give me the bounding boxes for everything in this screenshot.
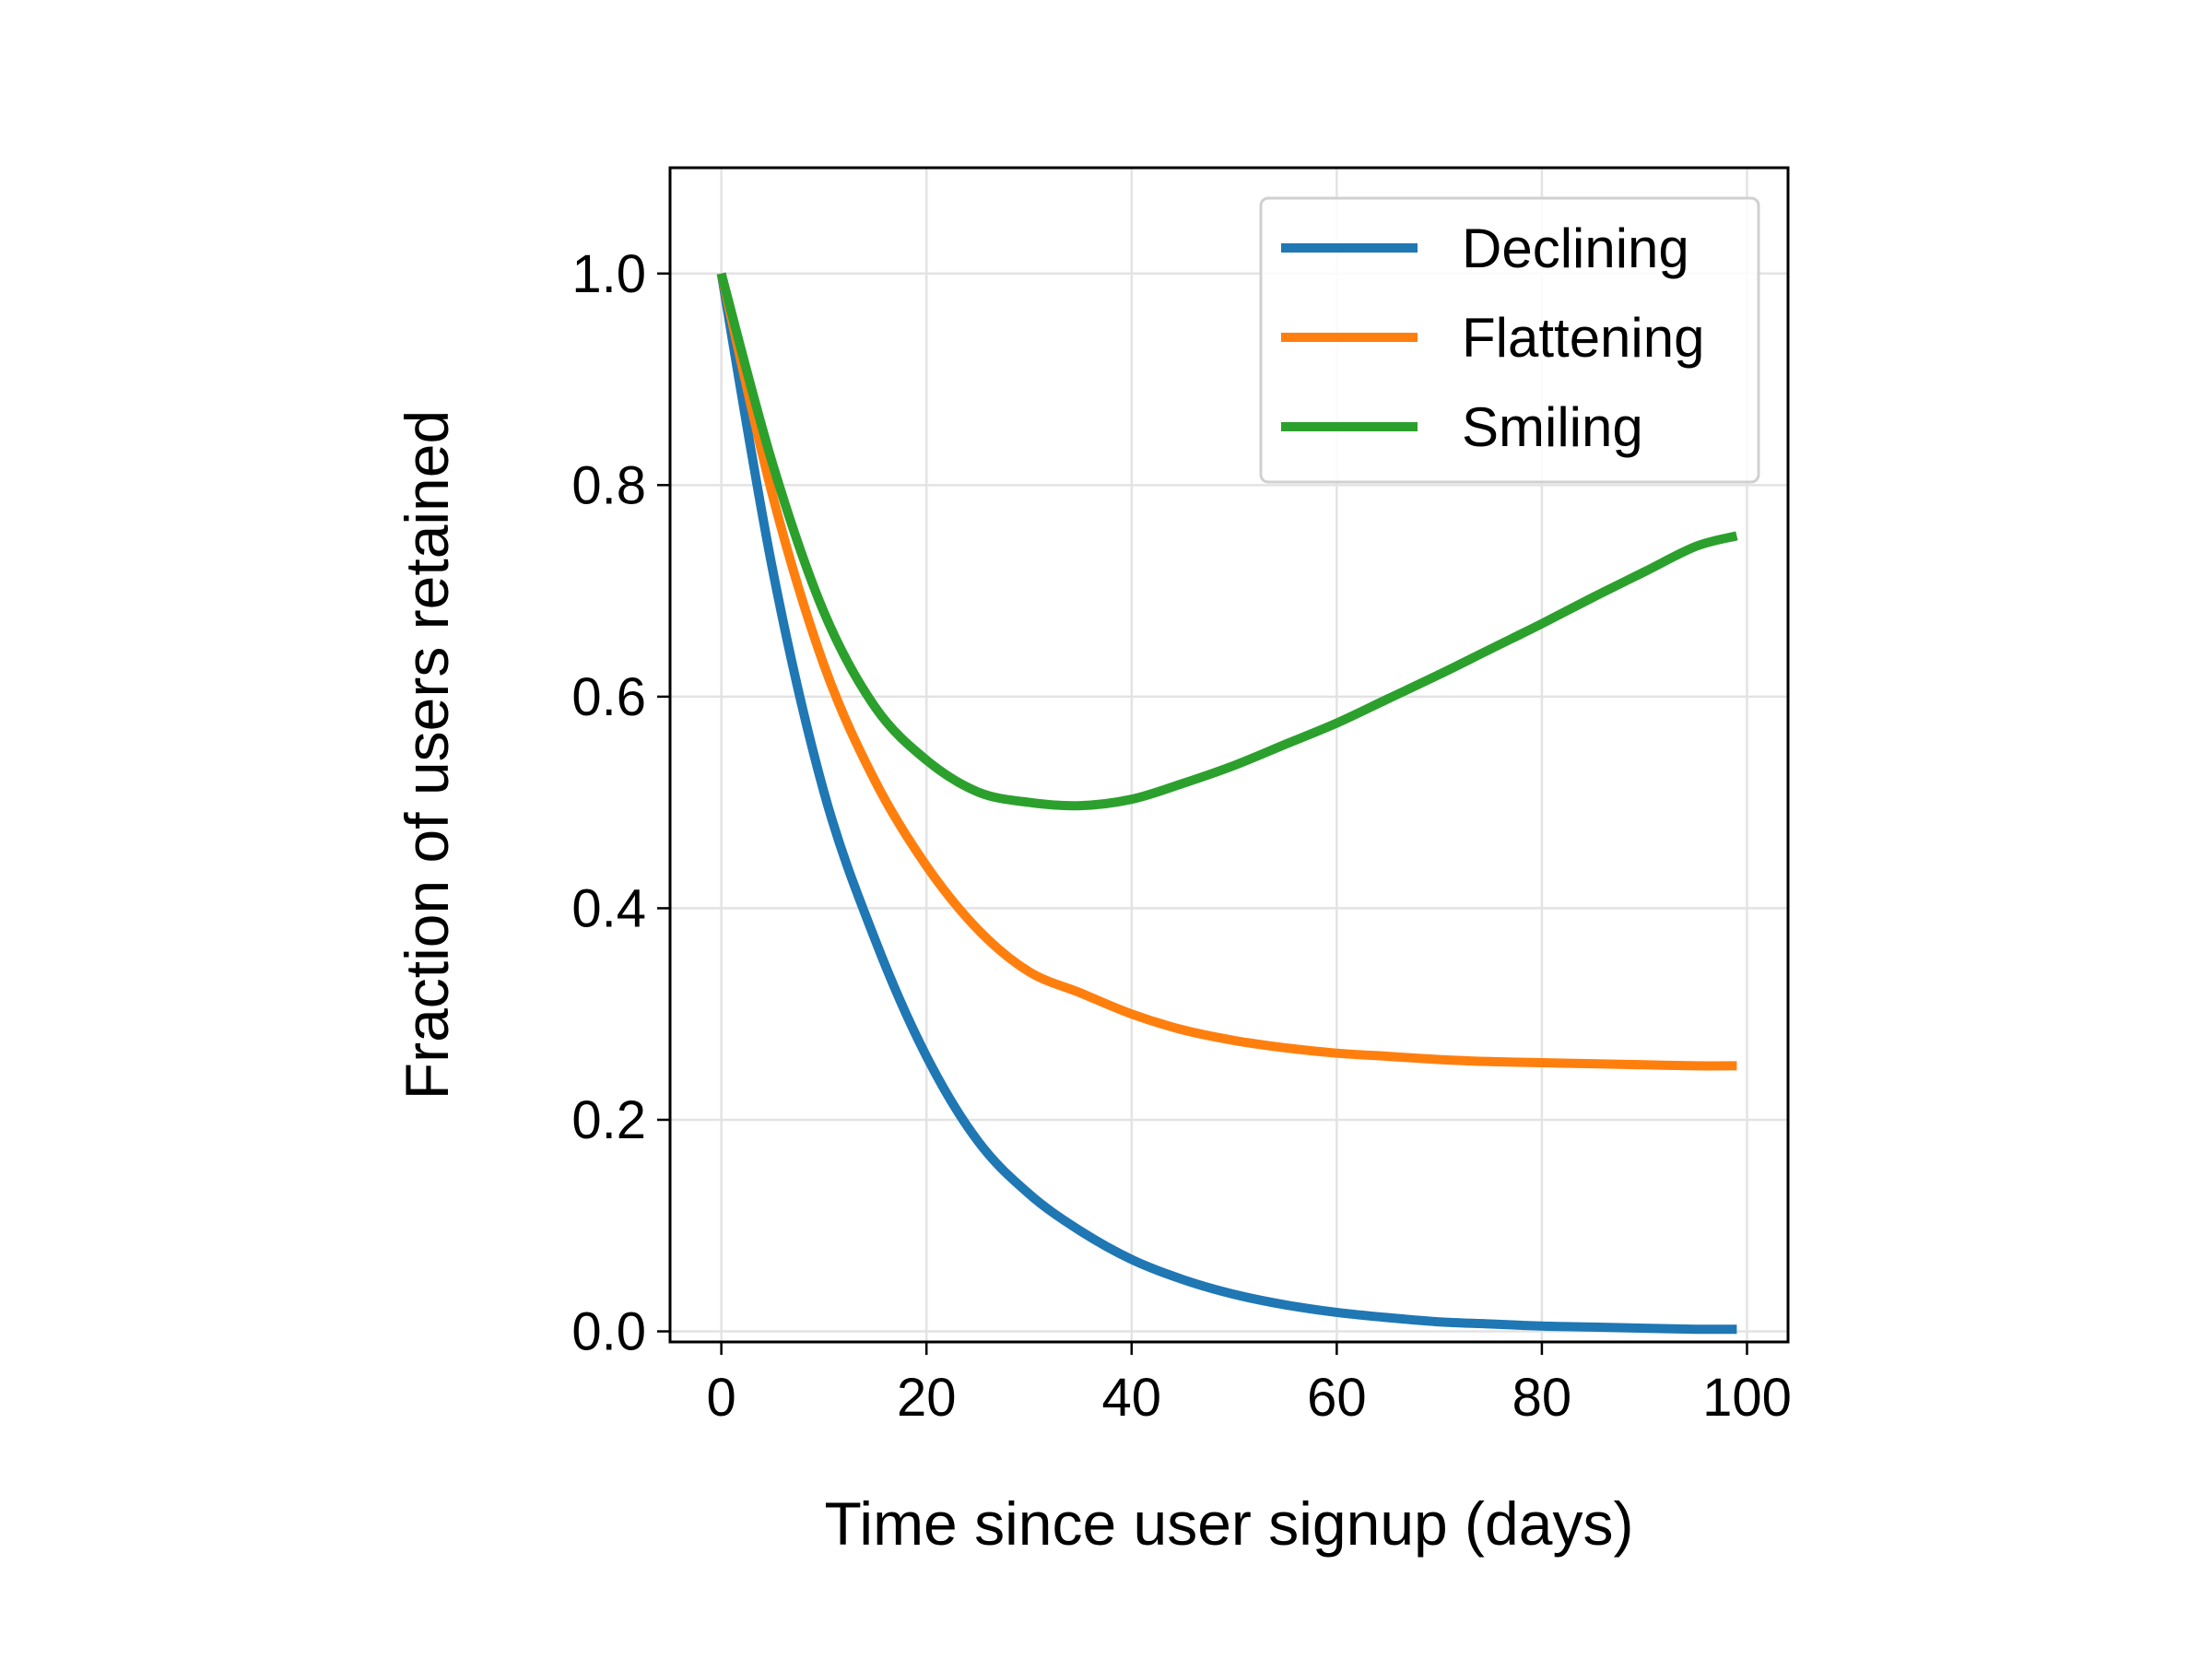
series-line-declining: [716, 272, 1737, 1335]
x-tick-label: 100: [1702, 1368, 1792, 1428]
series-lines: [716, 272, 1738, 1335]
y-tick-label: 0.4: [571, 878, 646, 938]
y-tick-label: 0.6: [571, 667, 646, 727]
x-axis-title: Time since user signup (days): [825, 1489, 1634, 1558]
legend-label-smiling: Smiling: [1462, 396, 1643, 458]
legend-label-flattening: Flattening: [1462, 307, 1705, 369]
series-line-flattening: [716, 272, 1737, 1071]
series-line-smiling: [716, 272, 1738, 811]
y-tick-label: 1.0: [571, 244, 646, 304]
legend-box: [1259, 196, 1760, 484]
x-tick-label: 0: [707, 1368, 736, 1428]
plot-frame: [668, 166, 1790, 1344]
legend-label-declining: Declining: [1462, 218, 1689, 279]
x-tick-label: 20: [897, 1368, 957, 1428]
y-tick-label: 0.8: [571, 455, 646, 515]
x-tick-label: 80: [1512, 1368, 1572, 1428]
x-tick-label: 40: [1102, 1368, 1162, 1428]
y-axis-title: Fraction of users retained: [393, 410, 461, 1100]
axis-ticks: 0 20 40 60 80 100 0.0 0.2 0.4 0.6 0.8 1.0: [571, 244, 1792, 1428]
x-tick-label: 60: [1307, 1368, 1367, 1428]
y-tick-label: 0.0: [571, 1302, 646, 1362]
legend: Declining Flattening Smiling: [1259, 196, 1760, 484]
y-tick-label: 0.2: [571, 1090, 646, 1150]
